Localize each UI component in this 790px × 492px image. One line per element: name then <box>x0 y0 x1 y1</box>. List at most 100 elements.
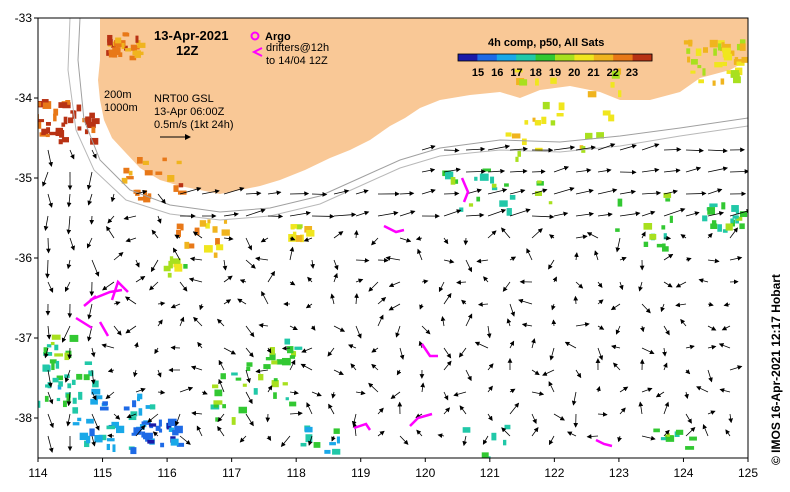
current-vector <box>685 166 702 173</box>
sst-pixel <box>106 438 115 442</box>
sst-pixel <box>304 226 313 233</box>
sst-pixel <box>253 388 258 395</box>
sst-pixel <box>49 131 57 136</box>
current-vector <box>267 190 282 196</box>
x-tick-label: 114 <box>28 466 47 480</box>
current-vector <box>245 191 262 196</box>
sst-pixel <box>304 426 313 433</box>
sst-pixel <box>145 405 154 409</box>
sst-pixel <box>168 427 175 432</box>
current-vector <box>328 403 335 415</box>
sst-pixel <box>116 425 125 434</box>
sst-pixel <box>462 427 471 433</box>
current-vector <box>684 391 689 400</box>
sst-pixel <box>125 48 132 52</box>
current-vector <box>42 171 49 187</box>
sst-pixel <box>51 334 61 340</box>
sst-pixel <box>115 46 119 54</box>
current-vector <box>399 237 412 243</box>
current-vector <box>663 429 670 437</box>
current-vector <box>685 191 707 196</box>
colorbar-tick-label: 20 <box>568 67 580 79</box>
sst-pixel <box>669 215 673 223</box>
current-vector <box>170 303 181 309</box>
x-axis: 114 115 116 117 118 119 120 121 122 123 124 125 <box>28 458 758 480</box>
current-vectors <box>42 143 748 453</box>
contour-200m <box>77 18 748 213</box>
sst-pixel <box>263 364 271 370</box>
current-vector <box>66 193 72 208</box>
current-vector <box>90 347 96 358</box>
current-vector <box>281 345 291 351</box>
current-vector <box>552 276 557 283</box>
sst-pixel <box>502 439 507 446</box>
colorbar-tick-label: 18 <box>530 67 542 79</box>
sst-pixel <box>69 334 79 342</box>
sst-pixel <box>491 183 497 188</box>
current-vector <box>87 303 93 320</box>
current-vector <box>303 237 313 242</box>
current-vector <box>260 237 269 243</box>
current-vector <box>245 208 266 217</box>
current-vector <box>663 325 670 336</box>
sst-pixel <box>265 357 270 361</box>
sst-pixel <box>482 168 491 172</box>
current-vector <box>255 256 269 262</box>
current-vector <box>729 256 743 261</box>
sst-pixel <box>116 40 126 48</box>
sst-pixel <box>242 383 247 387</box>
sst-pixel <box>41 128 49 135</box>
sst-pixel <box>666 433 670 437</box>
current-vector <box>573 295 579 305</box>
sst-pixel <box>123 167 130 174</box>
current-vector <box>553 211 569 217</box>
y-tick-label: -35 <box>15 171 33 185</box>
current-vector <box>487 208 507 217</box>
sst-pixel <box>128 416 137 421</box>
current-vector <box>707 369 713 383</box>
colorbar-tick-label: 22 <box>607 67 619 79</box>
current-vector <box>575 188 594 195</box>
current-vector <box>245 237 252 251</box>
current-vector <box>487 413 493 421</box>
sst-pixel <box>271 380 279 388</box>
current-vector <box>617 435 622 443</box>
sst-pixel <box>722 47 731 53</box>
sst-pixel <box>180 223 184 231</box>
current-vector <box>310 259 315 269</box>
current-vector <box>125 325 137 334</box>
current-vector <box>655 391 665 398</box>
sst-pixel <box>58 102 68 108</box>
current-vector <box>91 413 100 431</box>
sst-pixel <box>72 422 80 426</box>
sst-pixel <box>686 48 691 54</box>
sst-pixel <box>174 425 183 434</box>
current-vector <box>723 302 731 307</box>
sst-pixel <box>203 245 213 253</box>
current-vector <box>549 234 555 240</box>
sst-pixel <box>663 192 672 198</box>
sst-pixel <box>84 129 89 135</box>
current-vector <box>729 209 748 217</box>
sst-pixel <box>84 440 90 448</box>
sst-pixel <box>291 351 297 357</box>
sst-pixel <box>721 42 725 49</box>
drifter-track <box>460 177 470 203</box>
current-vector <box>477 302 489 307</box>
current-vector <box>179 186 202 195</box>
current-vector <box>44 347 49 359</box>
sst-pixel <box>273 392 277 399</box>
sst-pixel <box>174 263 183 272</box>
current-vector <box>415 236 423 241</box>
current-vector <box>91 149 97 159</box>
sst-pixel <box>138 408 143 416</box>
x-tick-label: 121 <box>480 466 500 480</box>
current-vector <box>223 347 237 355</box>
current-vector <box>47 369 53 388</box>
current-vector <box>718 343 731 349</box>
current-vector <box>157 193 166 205</box>
current-vector <box>548 259 555 270</box>
sst-pixel <box>717 224 722 232</box>
current-vector <box>333 369 344 375</box>
sst-pixel <box>238 406 248 414</box>
